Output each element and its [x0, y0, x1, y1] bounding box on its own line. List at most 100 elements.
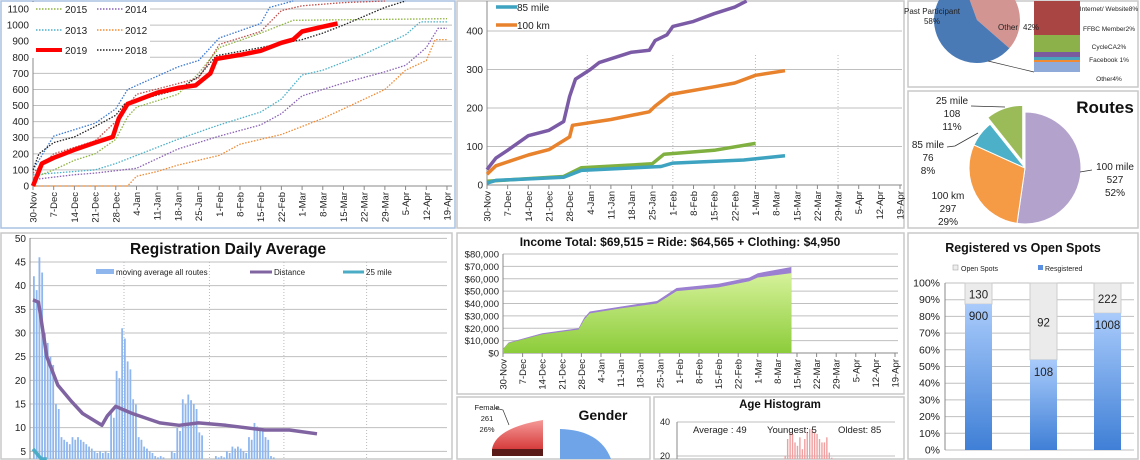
daily-bar — [151, 452, 154, 459]
daily-bar — [44, 333, 46, 459]
pie-slice-past-participant — [934, 0, 1010, 63]
label-85-mile: 85 mile — [912, 140, 945, 151]
y-tick-label: $0 — [488, 349, 499, 360]
x-tick-label: 15-Mar — [339, 192, 350, 222]
panel-gender — [456, 396, 651, 460]
daily-bar — [74, 439, 77, 459]
x-tick-label: 1-Mar — [751, 191, 762, 216]
daily-bar — [96, 452, 99, 459]
daily-bar — [49, 356, 52, 459]
x-tick-label: 18-Jan — [636, 359, 647, 388]
x-tick-label: 8-Mar — [773, 359, 784, 384]
y-tick-label: $70,000 — [465, 262, 499, 273]
daily-bar — [140, 439, 143, 459]
series-line-2018 — [32, 0, 406, 171]
daily-bar — [57, 408, 60, 459]
label-ffbc: FFBC Member2% — [1083, 26, 1135, 33]
daily-bar — [137, 437, 140, 459]
y-tick-label: 30% — [919, 394, 940, 406]
female-label: Female — [474, 403, 499, 412]
y-tick-label: $60,000 — [465, 274, 499, 285]
daily-bar — [99, 451, 101, 459]
y-tick-label: 60% — [919, 344, 940, 356]
panel-daily-average — [0, 232, 453, 460]
age-bar — [786, 439, 789, 459]
daily-bar — [35, 290, 38, 459]
daily-bar — [157, 457, 159, 459]
daily-bar — [66, 441, 68, 459]
daily-average-legend: moving average all routes Distance 25 mi… — [96, 268, 392, 277]
daily-bar — [181, 399, 184, 459]
y-tick-label: 600 — [12, 85, 29, 96]
pct-25-mile: 11% — [942, 122, 961, 133]
pie-slice-85-mile — [973, 123, 1026, 169]
label-25-mile: 25 mile — [936, 96, 969, 107]
daily-bar — [118, 378, 121, 459]
x-tick-label: 11-Jan — [606, 191, 617, 219]
pie-slice-other — [969, 0, 1020, 49]
age-bar — [784, 456, 786, 459]
age-bar — [818, 439, 821, 459]
y-tick-label: 200 — [12, 149, 29, 160]
age-oldest: Oldest: 85 — [838, 425, 881, 436]
y-tick-label: 0 — [23, 182, 29, 193]
label-other-sub: Other4% — [1096, 76, 1122, 83]
daily-bar — [198, 432, 201, 459]
income-chart: $0 $10,000$20,000 $30,000$40,000$50,000 $60… — [465, 250, 902, 390]
daily-bar — [184, 404, 187, 459]
count-100-mile: 527 — [1107, 175, 1124, 186]
x-tick-label: 8-Feb — [695, 359, 706, 384]
age-bar — [809, 428, 811, 459]
x-tick-label: 15-Mar — [793, 359, 804, 389]
y-tick-label: $40,000 — [465, 299, 499, 310]
daily-bar — [201, 435, 203, 459]
y-tick-label: $10,000 — [465, 336, 499, 347]
y-tick-label: 40 — [660, 417, 670, 427]
y-tick-label: 10 — [15, 423, 27, 434]
y-tick-label: 50% — [919, 361, 940, 373]
past-participant-name: Past Participant — [904, 7, 961, 16]
x-tick-label: 29-Mar — [834, 191, 845, 221]
y-tick-label: 100% — [913, 278, 940, 290]
daily-average-chart: 5 10 15 20 25 30 35 40 45 50 — [15, 234, 447, 460]
daily-bar — [162, 457, 165, 459]
daily-bar — [52, 364, 55, 459]
daily-bar — [154, 456, 157, 459]
registered-bar — [965, 304, 992, 450]
x-tick-label: 22-Mar — [812, 359, 823, 389]
gender-title: Gender — [578, 407, 628, 423]
x-tick-label: 22-Feb — [277, 192, 288, 222]
x-tick-label: 25-Jan — [194, 192, 205, 221]
label-cycleca: CycleCA2% — [1092, 44, 1127, 51]
daily-bar — [82, 441, 85, 459]
daily-bar — [256, 426, 259, 459]
y-tick-label: 10% — [919, 428, 940, 440]
y-tick-label: 700 — [12, 69, 29, 80]
x-tick-label: 15-Feb — [256, 192, 267, 222]
x-tick-label: 11-Jan — [153, 192, 164, 220]
age-bar — [796, 445, 799, 459]
daily-bar — [55, 404, 57, 459]
x-tick-label: 8-Feb — [235, 192, 246, 217]
daily-bar — [264, 437, 267, 459]
daily-bar — [101, 452, 104, 459]
connector-line — [987, 60, 1035, 73]
daily-bar — [77, 437, 79, 459]
y-tick-label: 20 — [15, 376, 27, 387]
x-tick-label: 29-Mar — [380, 192, 391, 222]
registered-bar — [1094, 313, 1121, 450]
referral-labels: Past Participant 58% Other 42% Internet/ … — [904, 6, 1138, 83]
daily-bar — [272, 457, 275, 459]
referral-pie-chart — [934, 0, 1080, 73]
daily-bar — [234, 448, 237, 459]
y-tick-label: 5 — [20, 447, 26, 458]
age-bar — [811, 428, 813, 459]
x-tick-label: 12-Apr — [422, 192, 433, 221]
x-tick-label: 22-Mar — [360, 192, 371, 222]
age-bar — [826, 437, 828, 459]
series-line-2013 — [32, 21, 447, 176]
label-internet: Internet/ Website8% — [1080, 6, 1139, 13]
